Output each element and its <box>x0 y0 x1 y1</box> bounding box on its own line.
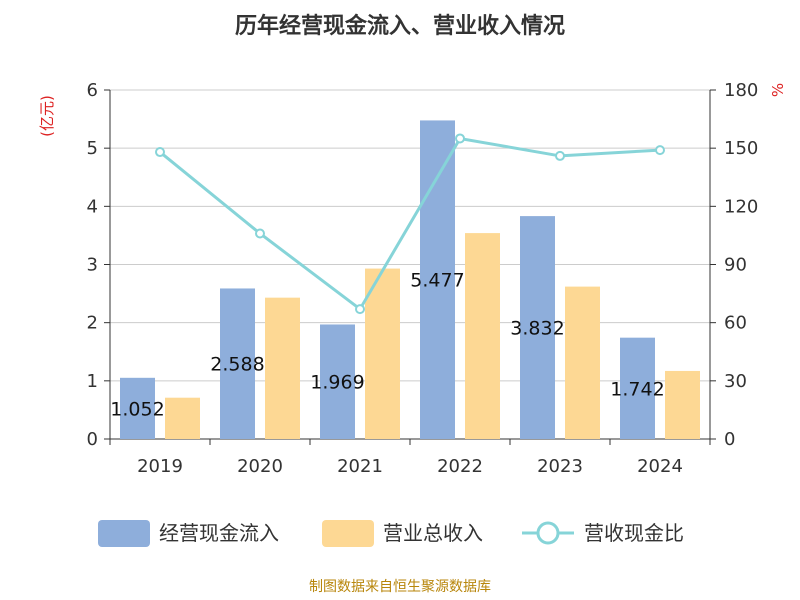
bar-cash-inflow <box>420 120 455 439</box>
bar-data-label: 1.052 <box>110 398 164 420</box>
right-axis-tick-label: 90 <box>724 255 747 276</box>
ratio-point <box>155 147 165 158</box>
x-axis-tick-label: 2023 <box>537 456 583 477</box>
legend-label-cash-inflow: 经营现金流入 <box>159 521 279 545</box>
x-axis-tick-label: 2021 <box>337 456 383 477</box>
bar-revenue <box>465 233 500 439</box>
left-axis-tick-label: 1 <box>87 371 98 392</box>
x-axis-tick-label: 2022 <box>437 456 483 477</box>
bar-data-label: 2.588 <box>210 354 264 376</box>
bar-cash-inflow <box>520 216 555 439</box>
data-source-note: 制图数据来自恒生聚源数据库 <box>309 579 491 595</box>
bar-revenue <box>365 268 400 439</box>
ratio-point <box>355 304 365 315</box>
left-axis-tick-label: 5 <box>87 138 98 159</box>
chart-title: 历年经营现金流入、营业收入情况 <box>234 14 565 39</box>
left-axis-tick-label: 3 <box>87 255 98 276</box>
legend-swatch-ratio-marker <box>536 521 560 545</box>
left-axis-tick-label: 6 <box>87 80 98 101</box>
left-axis-tick-label: 4 <box>87 196 98 217</box>
bar-data-label: 1.742 <box>610 378 664 400</box>
x-axis-tick-label: 2024 <box>637 456 683 477</box>
left-axis-tick-label: 0 <box>87 429 98 450</box>
left-axis-tick-label: 2 <box>87 313 98 334</box>
bar-revenue <box>565 286 600 439</box>
bar-cash-inflow <box>220 288 255 439</box>
x-axis-tick-label: 2019 <box>137 456 183 477</box>
left-axis-unit-label: (亿元) <box>38 95 56 137</box>
bar-revenue <box>165 397 200 439</box>
legend-swatch-revenue <box>322 520 374 547</box>
right-axis-tick-label: 180 <box>724 80 758 101</box>
ratio-point <box>655 145 665 156</box>
right-axis-tick-label: 150 <box>724 138 758 159</box>
ratio-point <box>255 228 265 239</box>
right-axis-tick-label: 60 <box>724 313 747 334</box>
bar-revenue <box>265 297 300 439</box>
right-axis-tick-label: 30 <box>724 371 747 392</box>
legend-label-revenue: 营业总收入 <box>383 521 483 545</box>
bar-cash-inflow <box>620 337 655 439</box>
bar-cash-inflow <box>120 377 155 439</box>
ratio-point <box>455 133 465 144</box>
bar-data-label: 3.832 <box>510 318 564 340</box>
right-axis-unit-label: % <box>769 83 787 97</box>
x-axis-tick-label: 2020 <box>237 456 283 477</box>
bar-cash-inflow <box>320 324 355 439</box>
bar-revenue <box>665 370 700 439</box>
ratio-point <box>555 150 565 161</box>
ratio-line <box>159 136 661 312</box>
bar-data-label: 1.969 <box>310 372 364 394</box>
right-axis-tick-label: 120 <box>724 196 758 217</box>
legend-label-ratio: 营收现金比 <box>584 521 684 545</box>
right-axis-tick-label: 0 <box>724 429 735 450</box>
bar-data-label: 5.477 <box>410 270 464 292</box>
legend-swatch-cash-inflow <box>98 520 150 547</box>
